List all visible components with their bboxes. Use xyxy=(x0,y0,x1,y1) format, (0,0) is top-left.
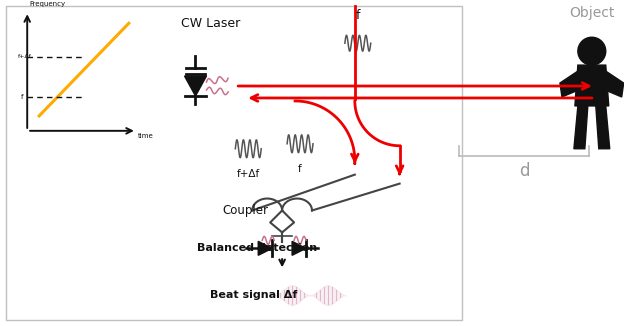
Text: Frequency: Frequency xyxy=(29,1,66,7)
Text: Beat signal Δf: Beat signal Δf xyxy=(211,290,298,300)
Polygon shape xyxy=(574,106,588,149)
Text: Coupler: Coupler xyxy=(222,204,268,217)
Text: f+Δf: f+Δf xyxy=(18,54,32,59)
Bar xyxy=(6,7,462,320)
Text: Object: Object xyxy=(569,6,614,20)
Polygon shape xyxy=(602,71,624,97)
Polygon shape xyxy=(258,241,272,255)
Polygon shape xyxy=(560,71,581,97)
Text: d: d xyxy=(519,162,529,180)
Polygon shape xyxy=(184,76,206,96)
Polygon shape xyxy=(596,106,610,149)
Text: CW Laser: CW Laser xyxy=(181,17,240,30)
Text: f+Δf: f+Δf xyxy=(237,169,260,179)
Text: Balanced detection: Balanced detection xyxy=(198,243,318,253)
Text: f: f xyxy=(356,9,360,22)
Polygon shape xyxy=(575,65,609,106)
Circle shape xyxy=(578,37,606,65)
Polygon shape xyxy=(292,241,306,255)
Text: f: f xyxy=(298,164,302,174)
Text: f: f xyxy=(21,94,24,100)
Text: time: time xyxy=(138,133,154,139)
